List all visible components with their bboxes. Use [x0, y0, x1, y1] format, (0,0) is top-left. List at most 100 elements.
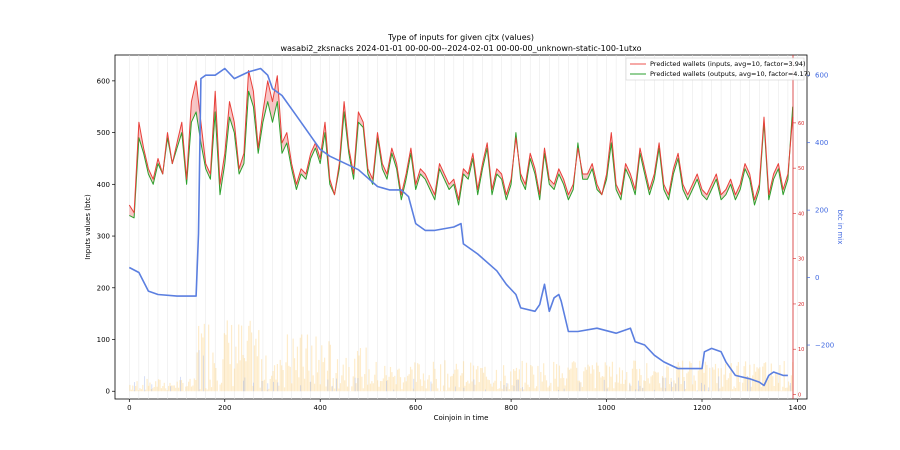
small-tick-label: 10 [798, 347, 804, 353]
background-bar [574, 362, 576, 392]
background-bar [372, 383, 374, 392]
background-bar [382, 378, 384, 392]
background-bar [165, 388, 167, 392]
background-bar [472, 365, 475, 392]
background-bar [358, 355, 360, 392]
background-bar [375, 361, 377, 392]
background-bar [630, 385, 632, 392]
background-bar [336, 359, 339, 392]
background-bar [588, 366, 591, 392]
background-bar [213, 363, 215, 392]
background-bar [339, 383, 341, 392]
background-bar [773, 385, 775, 392]
chart-subtitle: wasabi2_zksnacks 2024-01-01 00-00-00--20… [280, 44, 641, 53]
series-line-inputs [128, 70, 794, 214]
background-bar [445, 390, 447, 392]
series-line-btc-in-mix [128, 67, 788, 387]
background-bar [238, 324, 240, 392]
background-bar [299, 337, 301, 392]
background-bar [749, 379, 751, 392]
background-bar [487, 379, 489, 392]
background-bar [144, 376, 146, 392]
background-bar [606, 388, 608, 392]
background-bar [763, 363, 765, 392]
x-tick-label: 200 [218, 404, 231, 412]
background-bar [336, 378, 337, 392]
background-bar [364, 374, 366, 392]
background-bar [156, 386, 158, 392]
legend: Predicted wallets (inputs, avg=10, facto… [625, 57, 810, 81]
background-bar [281, 365, 283, 392]
background-bar [691, 384, 694, 392]
background-bar [167, 385, 170, 392]
background-bar [498, 388, 500, 392]
background-bar [286, 334, 289, 392]
background-bar [746, 376, 748, 392]
background-bar [527, 384, 529, 392]
series-layer [128, 67, 794, 387]
background-bar [341, 375, 343, 392]
background-bar [428, 375, 430, 392]
background-bar [442, 385, 445, 392]
background-bar [188, 381, 190, 392]
background-bar [553, 361, 555, 392]
background-bar [607, 387, 609, 392]
background-bar [707, 390, 709, 392]
background-bar [618, 367, 621, 392]
background-bar [679, 366, 681, 392]
background-bar [700, 368, 702, 392]
background-bar [226, 320, 228, 392]
background-bar [235, 346, 237, 392]
background-bar [596, 362, 598, 392]
background-bar [704, 384, 705, 392]
background-bar [520, 388, 522, 392]
background-bar [790, 375, 792, 392]
background-bar [597, 365, 599, 392]
background-bar [516, 380, 518, 392]
background-bar [747, 376, 750, 392]
background-bar [173, 385, 175, 392]
background-bar [145, 389, 147, 392]
background-bar [291, 383, 293, 392]
background-bar [265, 355, 267, 392]
background-bar [312, 375, 314, 392]
background-bar [666, 365, 668, 392]
background-bar [223, 333, 226, 392]
background-bar [303, 378, 306, 392]
background-bar [334, 388, 336, 392]
background-bar [175, 387, 177, 392]
background-bar [427, 379, 429, 392]
background-bar [230, 324, 233, 392]
background-bar [789, 385, 791, 392]
background-bar [219, 384, 221, 392]
background-bar [366, 384, 369, 392]
y2-tick-label: 400 [815, 139, 828, 147]
background-bar [687, 371, 689, 392]
background-bar [236, 363, 238, 392]
background-bar [368, 369, 370, 392]
background-bar [600, 377, 602, 392]
small-tick-label: 20 [798, 302, 804, 308]
background-bar [753, 363, 755, 392]
background-bar [434, 368, 436, 392]
background-bar [743, 366, 745, 392]
background-bar [195, 379, 197, 392]
background-bar [315, 336, 317, 392]
background-bar [772, 376, 774, 392]
background-bar [580, 382, 582, 392]
background-bar [780, 390, 782, 392]
background-bar [643, 380, 645, 392]
background-bar [563, 388, 565, 392]
background-bar [714, 363, 717, 392]
background-bar [561, 373, 563, 392]
background-bar [502, 365, 505, 392]
background-bar [623, 383, 625, 392]
x-tick-label: 1200 [693, 404, 711, 412]
background-bar [457, 369, 459, 392]
background-bar [521, 360, 523, 392]
background-bar [198, 325, 200, 392]
background-bar [550, 382, 552, 392]
background-bar [464, 385, 466, 392]
background-bar [384, 365, 386, 392]
background-bar [690, 363, 692, 392]
